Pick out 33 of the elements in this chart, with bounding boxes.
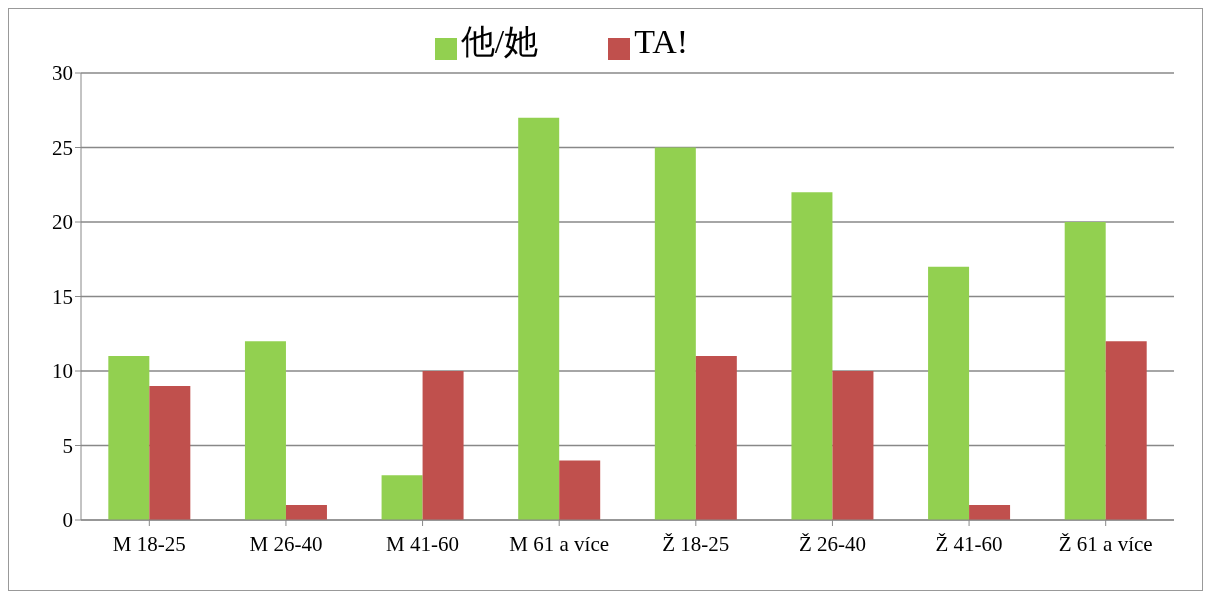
bar (969, 505, 1011, 520)
y-tick-label: 10 (52, 359, 73, 384)
y-tick-label: 0 (62, 508, 73, 533)
bar (791, 192, 833, 520)
x-tick-label: Ž 18-25 (662, 531, 730, 556)
y-tick-label: 25 (52, 135, 73, 160)
bar (108, 356, 150, 520)
bar (832, 371, 874, 520)
x-tick-label: Ž 26-40 (798, 531, 866, 556)
bar (422, 371, 464, 520)
legend-label: 他/她 (460, 23, 539, 60)
x-tick-label: M 26-40 (249, 531, 323, 556)
x-tick-label: M 41-60 (386, 531, 460, 556)
y-tick-label: 15 (52, 284, 73, 309)
bar (928, 266, 970, 520)
bar (654, 147, 696, 520)
y-tick-label: 20 (52, 210, 73, 235)
bar (244, 341, 286, 520)
bar (381, 475, 423, 520)
bar (285, 505, 327, 520)
y-tick-label: 30 (52, 61, 73, 86)
x-tick-label: M 18-25 (112, 531, 186, 556)
bar (518, 117, 560, 520)
x-tick-label: Ž 61 a více (1058, 531, 1153, 556)
x-tick-label: M 61 a více (509, 531, 610, 556)
bar (1064, 222, 1106, 520)
x-tick-label: Ž 41-60 (935, 531, 1003, 556)
y-tick-label: 5 (62, 433, 73, 458)
bar (559, 460, 601, 520)
legend-label: TA! (634, 23, 689, 60)
bar (695, 356, 737, 520)
bar (1105, 341, 1147, 520)
bar (149, 385, 191, 520)
